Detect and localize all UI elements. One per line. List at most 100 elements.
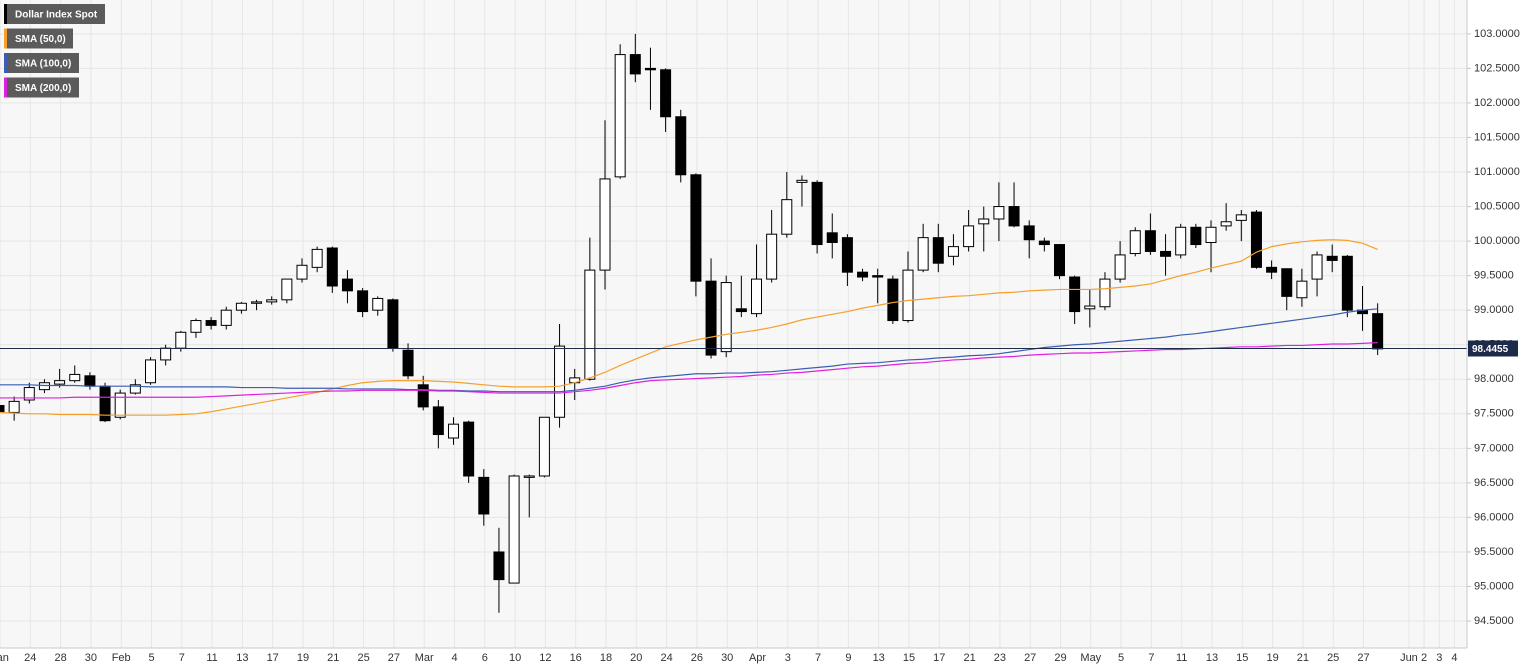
candle-body: [705, 280, 717, 356]
legend-swatch: [4, 4, 7, 24]
candle-body: [599, 178, 611, 271]
legend-swatch: [4, 28, 7, 49]
x-tick-label: 18: [600, 652, 612, 664]
candle-body: [1266, 266, 1278, 273]
legend-swatch: [4, 53, 7, 73]
legend-box: [4, 28, 73, 49]
x-tick-label: 15: [1236, 652, 1248, 664]
x-tick-label: 11: [206, 652, 217, 664]
y-tick-label: 102.5000: [1474, 62, 1520, 74]
candle-body: [417, 384, 429, 408]
x-tick-label: 19: [297, 652, 309, 664]
candle-body: [160, 347, 172, 361]
candle-body: [1008, 206, 1020, 227]
x-tick-label: 25: [1327, 652, 1339, 664]
candle-body: [1099, 278, 1111, 308]
y-tick-label: 101.5000: [1474, 131, 1520, 143]
candle-body: [629, 54, 641, 75]
y-tick-label: 99.5000: [1474, 270, 1514, 282]
candle-body: [1038, 240, 1050, 246]
y-tick-label: 97.0000: [1474, 442, 1514, 454]
sma-line: [0, 239, 1378, 416]
plot-background: [0, 0, 1467, 648]
x-tick-label: 12: [539, 652, 551, 664]
candle-body: [735, 308, 747, 313]
candle-body: [1281, 268, 1293, 297]
x-tick-label: 30: [721, 652, 733, 664]
x-tick-label: 21: [327, 652, 339, 664]
candle-body: [266, 299, 278, 303]
x-tick-label: 11: [1176, 652, 1187, 664]
candle-body: [887, 278, 899, 322]
candle-body: [1069, 276, 1081, 313]
candle-body: [1175, 226, 1187, 256]
y-tick-label: 101.0000: [1474, 166, 1520, 178]
x-tick-label: 13: [236, 652, 248, 664]
candle-body: [311, 248, 323, 268]
x-tick-label: 24: [660, 652, 672, 664]
candle-body: [1054, 244, 1065, 277]
x-tick-label: 21: [963, 652, 975, 664]
x-tick-label: 27: [1024, 652, 1036, 664]
y-tick-label: 100.0000: [1474, 235, 1520, 247]
y-tick-label: 98.0000: [1474, 373, 1514, 385]
legend-box: [4, 4, 105, 24]
candle-body: [660, 69, 672, 118]
x-tick-label: Apr: [749, 652, 766, 664]
x-tick-label: 3: [1436, 652, 1442, 664]
x-tick-label: May: [1080, 652, 1101, 664]
y-tick-label: 94.5000: [1474, 615, 1514, 627]
y-tick-label: 100.5000: [1474, 200, 1520, 212]
legend-swatch: [4, 77, 7, 98]
candle-body: [402, 349, 414, 377]
x-tick-label: 7: [179, 652, 185, 664]
candle-body: [857, 271, 869, 278]
candle-body: [554, 345, 566, 418]
candle-body: [1220, 221, 1232, 227]
legend-label: Dollar Index Spot: [15, 10, 98, 21]
candle-body: [796, 179, 808, 183]
candle-body: [372, 297, 384, 311]
candle-body: [235, 302, 247, 311]
candle-body: [1235, 214, 1247, 221]
candle-body: [766, 233, 778, 280]
x-tick-label: 17: [933, 652, 945, 664]
candle-body: [341, 278, 353, 292]
candle-body: [387, 299, 399, 349]
candle-body: [326, 247, 338, 287]
candle-body: [781, 199, 793, 235]
x-tick-label: Mar: [415, 652, 434, 664]
x-tick-label: Feb: [112, 652, 131, 664]
last-price-tag: [1468, 340, 1518, 357]
y-tick-label: 95.0000: [1474, 580, 1514, 592]
x-tick-label: 10: [509, 652, 521, 664]
candle-body: [917, 237, 929, 271]
candle-body: [478, 476, 490, 515]
grid: [0, 0, 1467, 648]
candle-body: [448, 423, 459, 439]
x-tick-label: 15: [903, 652, 915, 664]
x-tick-label: 19: [1266, 652, 1278, 664]
candle-body: [38, 382, 50, 391]
candle-body: [508, 475, 520, 584]
candle-body: [826, 232, 838, 243]
candle-body: [251, 301, 263, 304]
x-tick-label: 4: [451, 652, 457, 664]
x-tick-label: 16: [570, 652, 582, 664]
candle-body: [1023, 225, 1035, 241]
sma-line: [0, 342, 1378, 399]
candle-body: [1144, 230, 1156, 252]
candle-body: [614, 54, 626, 178]
candle-body: [993, 206, 1005, 220]
sma-line: [0, 308, 1378, 393]
candle-body: [1311, 254, 1323, 280]
candle-body: [281, 278, 293, 301]
candle-body: [463, 421, 475, 477]
x-tick-label: 30: [85, 652, 97, 664]
candle-body: [84, 375, 96, 387]
candle-body: [1190, 226, 1202, 246]
legend-box: [4, 53, 79, 73]
x-tick-label: 7: [815, 652, 821, 664]
candle-body: [145, 359, 156, 384]
